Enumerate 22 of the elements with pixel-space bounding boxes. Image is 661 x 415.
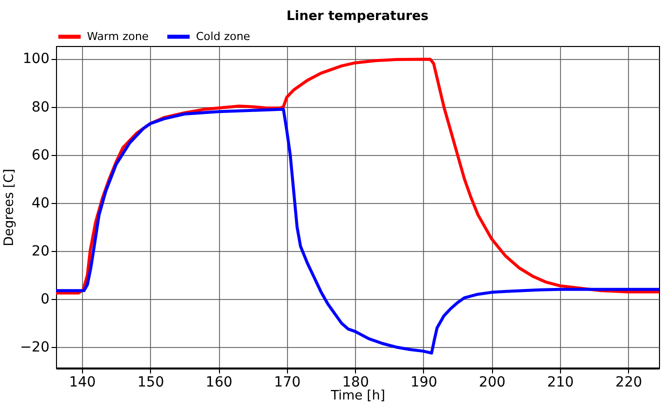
y-tick-label: 80: [32, 99, 50, 116]
y-tick-label: 40: [32, 195, 50, 212]
x-tick-label: 140: [69, 374, 96, 390]
legend-label: Cold zone: [196, 30, 250, 43]
y-axis-title: Degrees [C]: [2, 168, 17, 246]
x-tick-label: 180: [342, 374, 369, 390]
line-series: [56, 108, 659, 355]
x-tick-label: 210: [547, 374, 574, 390]
x-tick-label: 220: [615, 374, 642, 390]
legend-label: Warm zone: [87, 30, 149, 43]
x-axis-title: Time [h]: [330, 388, 386, 404]
x-tick-label: 200: [478, 374, 506, 390]
y-tick-label: 100: [22, 51, 50, 68]
y-tick-label: 20: [32, 243, 50, 260]
x-tick-label: 170: [274, 374, 301, 390]
x-tick-label: 150: [137, 374, 164, 390]
y-tick-label: 60: [32, 147, 50, 164]
y-tick-label: 0: [40, 292, 50, 308]
y-tick-label: −20: [20, 340, 50, 356]
chart-title: Liner temperatures: [286, 9, 429, 24]
x-tick-label: 190: [410, 374, 438, 390]
x-tick-label: 160: [206, 374, 232, 390]
